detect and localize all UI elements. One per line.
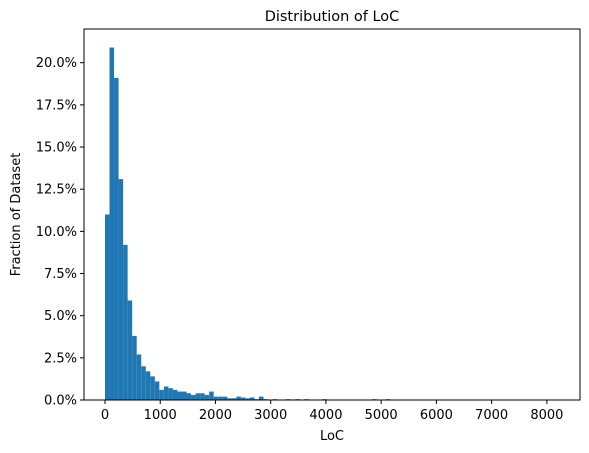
plot-frame (83, 28, 581, 401)
histogram-bar (213, 396, 219, 400)
y-tick-label: 20.0% (36, 56, 77, 71)
histogram-bar (209, 391, 214, 400)
histogram-bar (222, 396, 228, 400)
histogram-bar (200, 393, 205, 400)
y-tick-label: 0.0% (44, 394, 77, 409)
histogram-bar (227, 398, 232, 400)
histogram-bar (172, 389, 178, 400)
chart-title: Distribution of LoC (265, 9, 400, 25)
histogram-bar (177, 391, 182, 400)
histogram-bar (168, 388, 173, 400)
x-tick-label: 7000 (475, 408, 508, 423)
x-tick-label: 3000 (254, 408, 287, 423)
histogram-bar (258, 396, 264, 400)
x-axis-ticks: 0 1000 2000 3000 4000 5000 6000 7000 8000 (101, 400, 563, 423)
histogram-bar (181, 391, 187, 400)
x-tick-label: 6000 (420, 408, 453, 423)
histogram-bar (145, 371, 151, 400)
histogram-bar (127, 300, 133, 400)
histogram-bar (245, 398, 250, 400)
x-tick-label: 5000 (365, 408, 398, 423)
histogram-bar (118, 179, 124, 400)
histogram-bar (141, 366, 146, 400)
x-axis-label: LoC (320, 429, 344, 444)
y-tick-label: 7.5% (44, 267, 77, 282)
x-tick-label: 8000 (530, 408, 563, 423)
histogram-bars (104, 47, 558, 401)
y-tick-label: 17.5% (36, 98, 77, 113)
histogram-bar (218, 396, 223, 400)
x-tick-label: 1000 (144, 408, 177, 423)
histogram-bar (136, 354, 142, 400)
histogram-bar (249, 397, 255, 400)
y-tick-label: 15.0% (36, 141, 77, 156)
histogram-bar (123, 244, 128, 400)
histogram-bar (191, 394, 196, 400)
histogram-bar (163, 386, 169, 400)
y-tick-label: 5.0% (44, 309, 77, 324)
histogram-bar (236, 396, 241, 400)
histogram-bar (104, 214, 110, 400)
y-tick-label: 10.0% (36, 225, 77, 240)
histogram-bar (186, 393, 192, 400)
histogram-bar (240, 397, 246, 400)
histogram-bar (132, 335, 137, 400)
histogram-bar (204, 394, 210, 400)
histogram-bar (195, 393, 201, 400)
y-tick-label: 12.5% (36, 183, 77, 198)
histogram-bar (150, 376, 155, 400)
x-tick-label: 0 (101, 408, 109, 423)
histogram-bar (159, 389, 164, 400)
y-axis-label: Fraction of Dataset (9, 153, 24, 277)
histogram-bar (231, 398, 237, 400)
histogram-bar (114, 77, 119, 401)
y-tick-label: 2.5% (44, 351, 77, 366)
x-tick-label: 4000 (309, 408, 342, 423)
x-tick-label: 2000 (199, 408, 232, 423)
histogram-bar (154, 381, 160, 400)
y-axis-ticks: 0.0% 2.5% 5.0% 7.5% 10.0% 12.5% 15.0% 17.5% 20.0… (36, 56, 84, 409)
histogram-bar (109, 47, 115, 401)
